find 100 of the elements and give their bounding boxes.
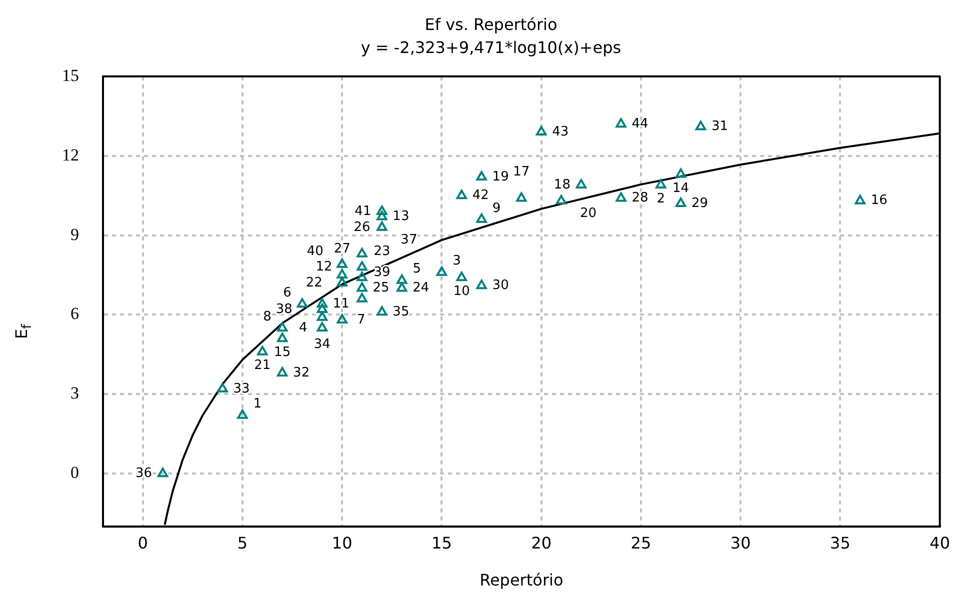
annotation: 14: [672, 180, 690, 196]
x-tick-label: 0: [138, 533, 148, 552]
point: [356, 292, 368, 302]
point: [516, 192, 527, 202]
annotation: 41: [354, 204, 372, 219]
point: [854, 194, 866, 204]
annotation: 17: [513, 164, 530, 180]
annotation: 16: [870, 193, 888, 208]
point: [356, 282, 368, 292]
point: [276, 322, 288, 332]
annotation: 22: [306, 275, 322, 290]
annotation: 18: [554, 177, 570, 192]
point: [217, 382, 228, 392]
annotation: 40: [306, 244, 324, 259]
point: [556, 194, 567, 204]
point: [675, 198, 686, 208]
point: [456, 272, 467, 282]
point: [476, 171, 487, 181]
annotation: 38: [276, 302, 292, 317]
annotation: 12: [316, 259, 332, 274]
annotation: 29: [692, 196, 708, 211]
annotation: 7: [356, 312, 366, 328]
chart-subtitle: y = -2,323+9,471*log10(x)+eps: [360, 38, 622, 57]
annotation: 33: [233, 381, 250, 396]
point: [376, 306, 388, 316]
y-tick-label: 6: [70, 304, 79, 324]
annotation: 9: [492, 200, 501, 216]
annotation: 23: [374, 244, 390, 260]
annotation: 25: [372, 280, 390, 296]
annotation: 24: [412, 280, 430, 296]
annotation: 31: [711, 119, 728, 134]
y-tick-label: 15: [62, 66, 79, 85]
annotation: 43: [552, 124, 569, 140]
point: [396, 282, 408, 292]
y-tick-label: 9: [70, 224, 79, 244]
annotation: 3: [452, 254, 461, 269]
point: [257, 346, 268, 356]
point: [376, 221, 388, 231]
annotation: 20: [580, 206, 597, 222]
annotation: 4: [299, 320, 308, 336]
annotation: 36: [136, 466, 152, 482]
annotation: 27: [334, 241, 350, 256]
annotation: 5: [412, 262, 422, 277]
point: [376, 205, 388, 215]
annotation: 35: [392, 304, 410, 320]
point: [576, 178, 587, 188]
x-tick-label: 10: [332, 533, 352, 552]
y-tick-label: 0: [70, 463, 79, 482]
point: [316, 322, 328, 332]
x-tick-label: 15: [432, 533, 452, 552]
annotation: 26: [354, 220, 370, 236]
point: [276, 367, 288, 377]
annotation: 15: [274, 344, 291, 360]
annotation: 37: [400, 232, 418, 248]
annotation: 21: [254, 358, 271, 374]
annotation: 32: [293, 365, 310, 380]
x-tick-label: 5: [237, 533, 248, 552]
annotation: 39: [374, 265, 390, 280]
annotation: 2: [656, 191, 666, 206]
point: [336, 314, 348, 324]
point: [476, 213, 487, 223]
x-tick-label: 30: [730, 533, 751, 552]
annotation: 19: [492, 169, 509, 184]
point: [356, 272, 368, 282]
point: [316, 303, 328, 313]
point: [376, 210, 388, 220]
x-tick-label: 40: [930, 533, 950, 552]
annotation: 8: [263, 309, 272, 324]
point: [675, 168, 686, 178]
point: [616, 192, 626, 202]
annotation: 42: [472, 188, 489, 203]
point: [356, 248, 368, 258]
point: [396, 274, 408, 284]
x-tick-label: 20: [531, 533, 552, 552]
x-tick-label: 25: [630, 533, 652, 552]
y-tick-label: 3: [70, 384, 79, 403]
point: [296, 298, 308, 308]
annotation: 28: [632, 190, 648, 206]
point: [237, 409, 248, 419]
point: [316, 311, 328, 321]
x-axis-title: Repertório: [480, 570, 564, 590]
point: [476, 280, 487, 290]
annotation: 30: [492, 278, 509, 293]
y-tick-label: 12: [62, 145, 79, 164]
point: [356, 261, 368, 271]
point: [157, 468, 168, 478]
point: [316, 298, 328, 308]
annotation: 11: [332, 296, 350, 312]
chart-title: Ef vs. Repertório: [424, 14, 558, 34]
x-tick-label: 35: [830, 533, 850, 552]
point: [656, 178, 666, 188]
point: [456, 190, 467, 200]
point: [336, 269, 348, 279]
annotation: 10: [453, 284, 470, 300]
point: [336, 276, 348, 286]
point: [536, 126, 547, 136]
annotation: 13: [392, 209, 410, 224]
point: [695, 120, 706, 130]
annotation: 34: [314, 336, 330, 352]
annotation: 44: [632, 116, 648, 132]
